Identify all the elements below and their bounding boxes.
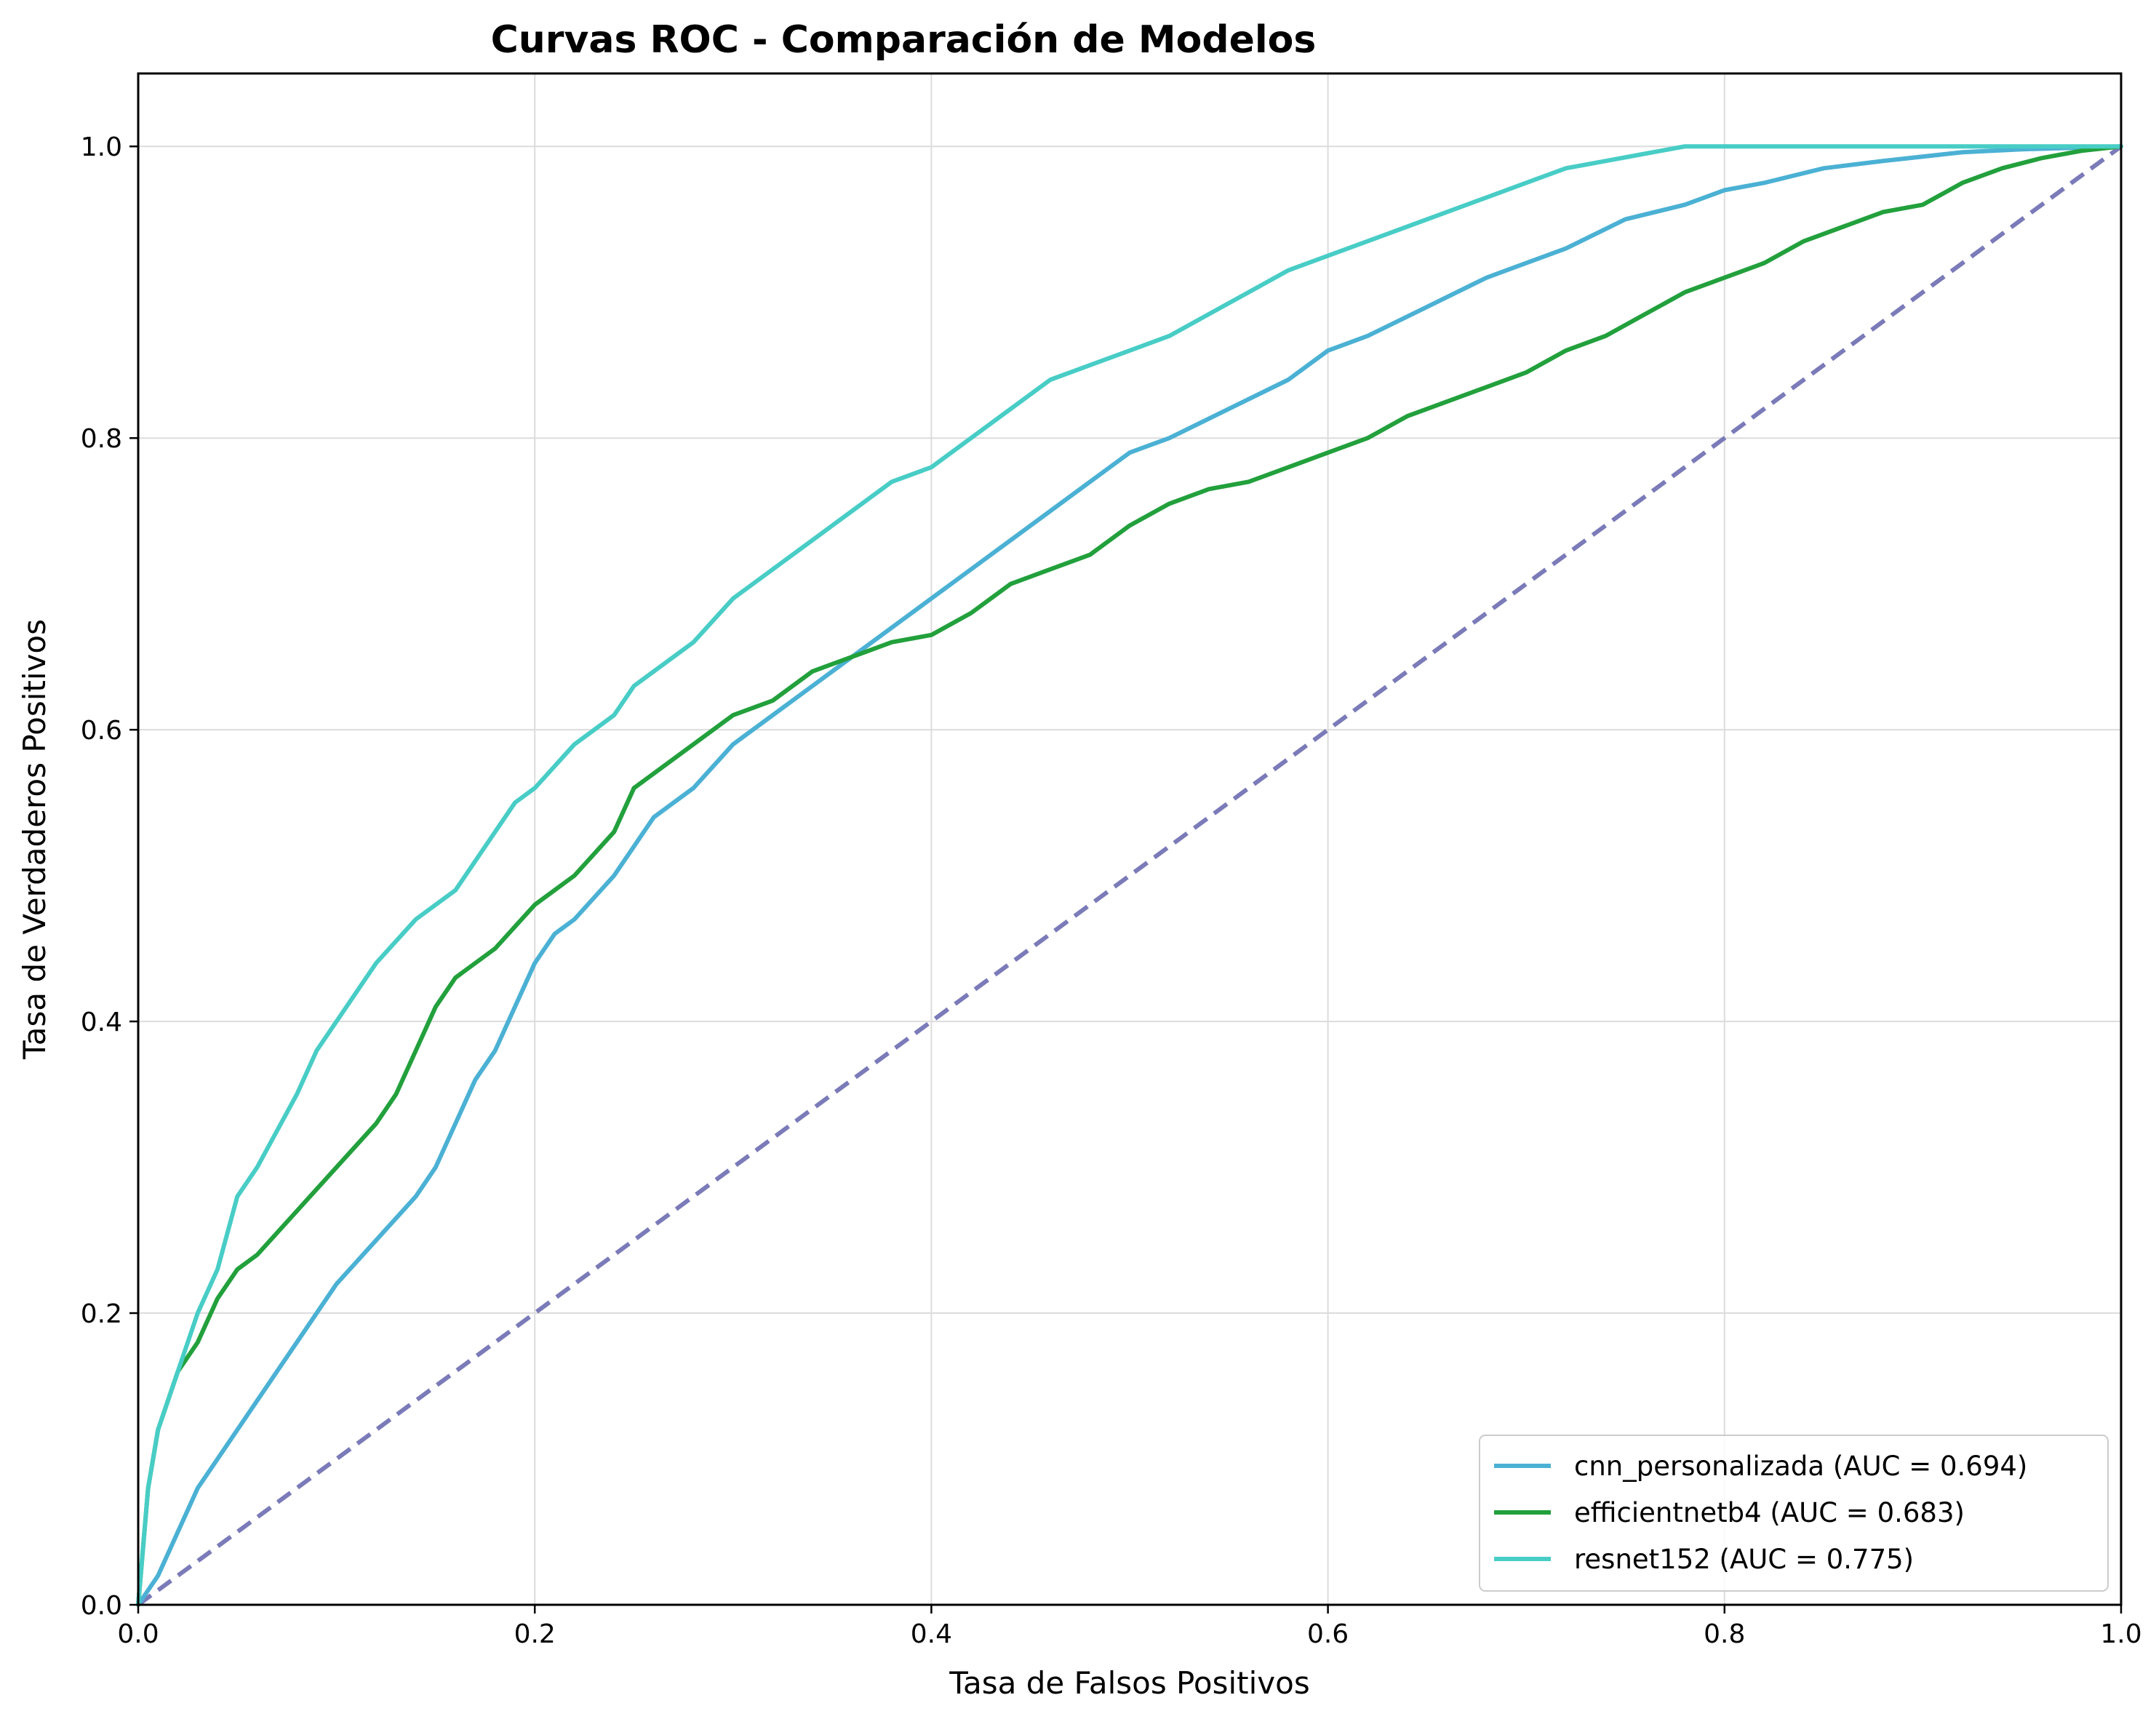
diagonal-reference-line: [137, 144, 2123, 1607]
legend-box: [1479, 1435, 2109, 1592]
x-tick-label: 0.4: [911, 1619, 952, 1649]
y-tick-label: 0.6: [81, 716, 122, 746]
x-tick-label: 0.0: [117, 1619, 159, 1649]
y-tick-label: 0.4: [81, 1008, 122, 1037]
y-axis-ticks: 0.0 0.2 0.4 0.6 0.8 1.0: [81, 132, 138, 1621]
series-line-2: [136, 144, 2123, 1607]
x-tick-label: 1.0: [2100, 1619, 2141, 1649]
y-tick-label: 0.0: [81, 1591, 122, 1621]
series-line-0: [136, 144, 2123, 1607]
legend-label-0: cnn_personalizada (AUC = 0.694): [1574, 1451, 2027, 1482]
x-axis-ticks: 0.0 0.2 0.4 0.6 0.8 1.0: [117, 1605, 2142, 1649]
x-tick-label: 0.6: [1307, 1619, 1349, 1649]
x-axis-label: Tasa de Falsos Positivos: [949, 1665, 1309, 1701]
x-tick-label: 0.8: [1704, 1619, 1745, 1649]
series-line-1: [136, 144, 2123, 1607]
y-tick-label: 1.0: [81, 132, 122, 162]
legend-label-1: efficientnetb4 (AUC = 0.683): [1574, 1497, 1965, 1528]
grid: [137, 73, 2122, 1606]
y-tick-label: 0.2: [81, 1299, 122, 1329]
plot-frame: [137, 72, 2123, 1606]
x-tick-label: 0.2: [514, 1619, 556, 1649]
y-axis-label: Tasa de Verdaderos Positivos: [17, 619, 52, 1060]
legend: cnn_personalizada (AUC = 0.694) efficient…: [1479, 1435, 2109, 1592]
legend-label-2: resnet152 (AUC = 0.775): [1574, 1544, 1914, 1575]
series-lines: [136, 144, 2123, 1607]
chart-title: Curvas ROC - Comparación de Modelos: [491, 18, 1317, 62]
reference-line: [137, 144, 2123, 1607]
y-tick-label: 0.8: [81, 424, 122, 454]
